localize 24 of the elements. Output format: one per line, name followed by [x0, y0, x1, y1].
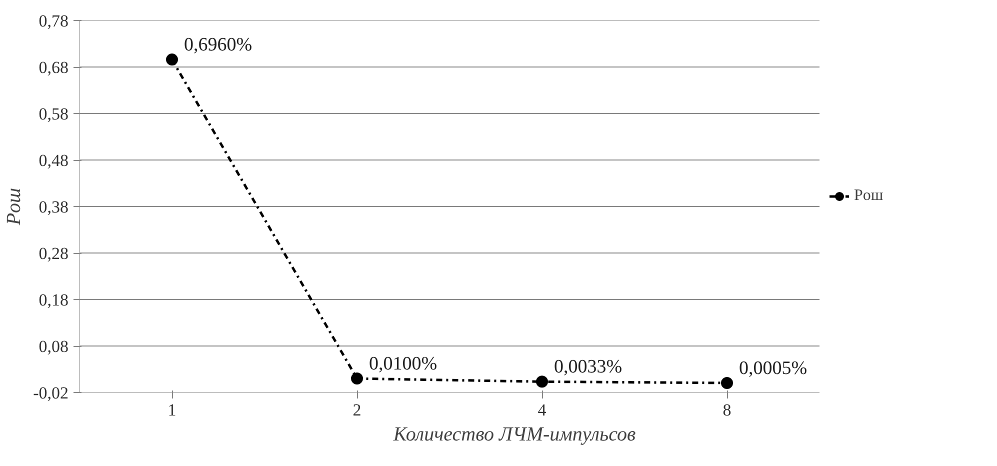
data-label: 0,0005% [739, 358, 808, 379]
point [166, 54, 178, 66]
y-tick-label: 0,18 [38, 290, 68, 310]
y-tick-label: 0,58 [38, 104, 68, 124]
y-tick-label: 0,08 [38, 337, 68, 356]
data-label: 0,0033% [554, 356, 622, 378]
legend-label: Pош [854, 187, 884, 205]
data-label: 0,6960% [184, 34, 252, 56]
y-tick-label: 0,38 [38, 198, 68, 216]
y-tick-label: 0,48 [38, 151, 68, 170]
y-tick-label: 0,78 [38, 12, 68, 30]
y-tick-label: -0,02 [33, 384, 69, 402]
x-axis-title: Количество ЛЧМ-импульсов [392, 424, 636, 446]
x-tick-label: 2 [352, 400, 362, 420]
point [536, 376, 548, 388]
y-tick-label: 0,28 [38, 244, 68, 263]
x-tick-label: 1 [168, 400, 176, 420]
x-tick-label: 8 [722, 400, 732, 420]
point [721, 376, 733, 389]
data-label: 0,0100% [369, 354, 438, 375]
x-tick-label: 4 [538, 400, 547, 420]
y-tick-label: 0,68 [38, 58, 68, 77]
point [351, 372, 363, 385]
y-axis-title: Pош [3, 188, 26, 226]
